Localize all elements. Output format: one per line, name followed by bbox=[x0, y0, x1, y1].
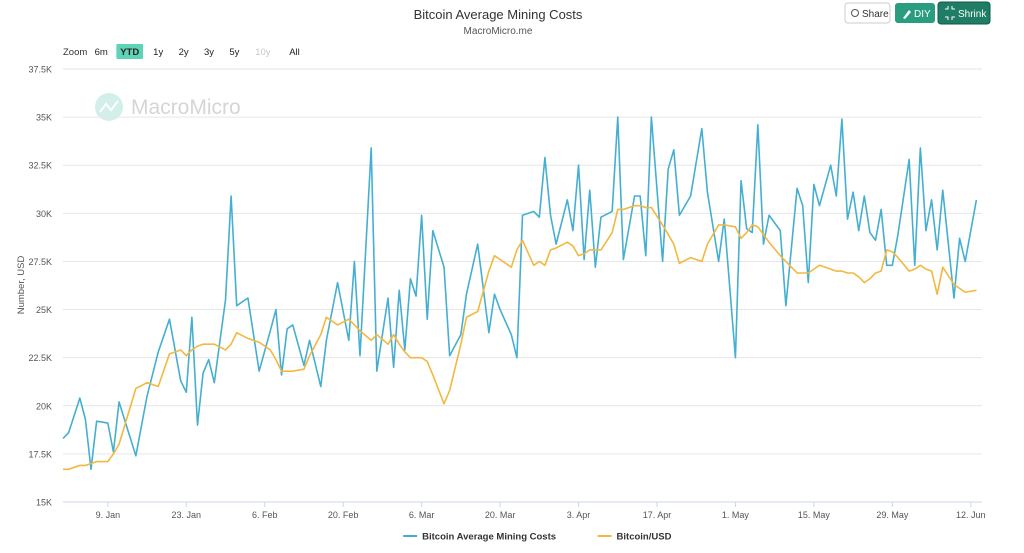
diy-label[interactable]: DIY bbox=[914, 9, 931, 20]
diy-icon bbox=[903, 10, 911, 19]
x-tick-label: 15. May bbox=[798, 510, 831, 520]
zoom-option[interactable]: 3y bbox=[204, 47, 214, 58]
share-button-box[interactable] bbox=[844, 2, 891, 24]
zoom-selected-box[interactable] bbox=[116, 44, 143, 59]
zoom-option[interactable]: YTD bbox=[120, 47, 139, 58]
axes: 15K 17.5K 20K 22.5K 25K 27.5K 30K 32.5K 35K 37.5K… bbox=[28, 65, 985, 521]
y-tick-label: 35K bbox=[36, 113, 52, 123]
shrink-label[interactable]: Shrink bbox=[958, 9, 987, 20]
y-tick-label: 15K bbox=[36, 498, 52, 508]
y-tick-label: 30K bbox=[36, 209, 52, 219]
y-tick-label: 27.5K bbox=[28, 257, 52, 267]
shrink-icon bbox=[945, 6, 955, 20]
share-button[interactable]: Share bbox=[844, 2, 891, 24]
legend-label[interactable]: Bitcoin/USD bbox=[617, 532, 672, 543]
x-tick-label: 20. Feb bbox=[328, 510, 359, 520]
share-icon bbox=[851, 9, 859, 17]
zoom-label: Zoom bbox=[63, 47, 87, 58]
y-tick-label: 22.5K bbox=[28, 353, 52, 363]
zoom-option[interactable]: 5y bbox=[229, 47, 239, 58]
zoom-option[interactable]: All bbox=[289, 47, 300, 58]
x-tick-label: 1. May bbox=[722, 510, 750, 520]
watermark-text: MacroMicro bbox=[131, 96, 241, 119]
chart-title: Bitcoin Average Mining Costs bbox=[414, 7, 583, 22]
zoom-option[interactable]: 6m bbox=[95, 47, 108, 58]
legend-label[interactable]: Bitcoin Average Mining Costs bbox=[422, 532, 556, 543]
shrink-button[interactable]: Shrink bbox=[937, 1, 991, 25]
y-axis-title: Number, USD bbox=[16, 256, 27, 315]
x-tick-label: 23. Jan bbox=[172, 510, 202, 520]
x-tick-label: 3. Apr bbox=[567, 510, 591, 520]
watermark: MacroMicro bbox=[95, 93, 241, 121]
series-line bbox=[63, 204, 977, 471]
y-tick-label: 32.5K bbox=[28, 161, 52, 171]
x-tick-label: 6. Feb bbox=[252, 510, 278, 520]
chart-subtitle: MacroMicro.me bbox=[464, 26, 533, 37]
watermark-logo-mark bbox=[99, 100, 119, 113]
shrink-button-box[interactable] bbox=[937, 1, 991, 25]
series-line bbox=[62, 116, 978, 471]
zoom-option[interactable]: 1y bbox=[153, 47, 163, 58]
watermark-logo bbox=[95, 93, 123, 121]
x-tick-label: 12. Jun bbox=[956, 510, 986, 520]
x-tick-label: 6. Mar bbox=[409, 510, 435, 520]
share-label[interactable]: Share bbox=[862, 9, 889, 20]
zoom-options: 6m YTD 1y 2y 3y 5y 10y All bbox=[95, 44, 300, 59]
x-tick-label: 29. May bbox=[876, 510, 909, 520]
zoom-option[interactable]: 2y bbox=[179, 47, 189, 58]
zoom-option: 10y bbox=[255, 47, 271, 58]
y-tick-label: 25K bbox=[36, 305, 52, 315]
grid bbox=[63, 68, 982, 503]
x-tick-label: 20. Mar bbox=[485, 510, 516, 520]
x-tick-label: 9. Jan bbox=[96, 510, 121, 520]
plot-area bbox=[62, 116, 978, 471]
legend: Bitcoin Average Mining Costs Bitcoin/USD bbox=[403, 532, 672, 543]
y-tick-label: 17.5K bbox=[28, 449, 52, 459]
x-tick-label: 17. Apr bbox=[643, 510, 672, 520]
y-tick-label: 37.5K bbox=[28, 65, 52, 75]
y-tick-label: 20K bbox=[36, 401, 52, 411]
diy-button[interactable]: DIY bbox=[895, 3, 935, 23]
legend-item[interactable]: Bitcoin Average Mining Costs bbox=[403, 532, 556, 543]
legend-item[interactable]: Bitcoin/USD bbox=[597, 532, 672, 543]
